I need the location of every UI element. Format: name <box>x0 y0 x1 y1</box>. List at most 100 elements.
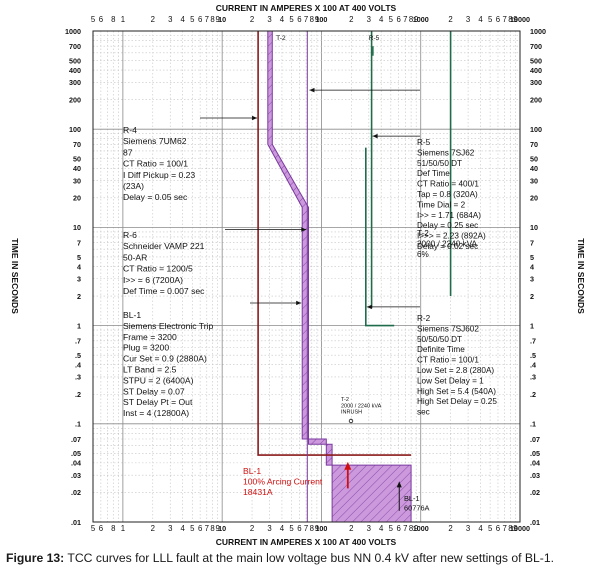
r6-annotation-line: Def Time = 0.007 sec <box>123 286 205 296</box>
x-ticks: 5566881122334455667788991010223344556677… <box>91 15 530 533</box>
y-tick-label-right: 40 <box>530 164 538 173</box>
x-tick-label-top: 2 <box>349 15 353 24</box>
r6-annotation-line: I>> = 6 (7200A) <box>123 275 183 285</box>
x-tick-label-top: 5 <box>488 15 493 24</box>
x-tick-label-bottom: 6 <box>496 524 500 533</box>
x-tick-label-top: 9 <box>513 15 517 24</box>
x-tick-label-bottom: 9 <box>513 524 517 533</box>
x-tick-label-top: 5 <box>389 15 394 24</box>
y-tick-label-right: 70 <box>530 140 538 149</box>
y-axis-title-right: TIME IN SECONDS <box>576 238 586 314</box>
y-tick-label-left: 3 <box>77 275 81 284</box>
x-tick-label-bottom: 6 <box>198 524 202 533</box>
x-tick-label-top: 7 <box>502 15 506 24</box>
y-tick-label-right: 50 <box>530 155 538 164</box>
y-tick-label-left: 40 <box>73 164 81 173</box>
x-tick-label-top: 1000 <box>413 15 429 24</box>
y-tick-label-left: 50 <box>73 155 81 164</box>
x-tick-label-top: 8 <box>210 15 214 24</box>
inrush-point-marker <box>348 418 354 424</box>
x-tick-label-top: 100 <box>315 15 327 24</box>
bl1-annotation-line: LT Band = 2.5 <box>123 365 177 375</box>
y-tick-label-right: 4 <box>530 262 534 271</box>
x-tick-label-bottom: 9 <box>215 524 219 533</box>
x-tick-label-bottom: 6 <box>397 524 401 533</box>
y-tick-label-right: 1 <box>530 321 534 330</box>
x-tick-label-top: 6 <box>397 15 401 24</box>
r2-annotation-line: Low Set Delay = 1 <box>417 376 484 385</box>
r2-annotation-line: Siemens 7SJ602 <box>417 324 479 333</box>
curves <box>200 30 452 523</box>
y-tick-label-right: 500 <box>530 56 542 65</box>
curve-tag-t2: T-2 <box>276 35 286 42</box>
y-tick-label-right: 10 <box>530 223 538 232</box>
tcc-chart: 5566881122334455667788991010223344556677… <box>10 3 586 547</box>
y-tick-label-right: .04 <box>530 459 540 468</box>
y-tick-label-left: .5 <box>75 351 81 360</box>
r2-annotation-line: CT Ratio = 100/1 <box>417 356 479 365</box>
y-tick-label-left: .02 <box>71 488 81 497</box>
r2-annotation-line: 50/50/50 DT <box>417 335 462 344</box>
y-tick-label-right: .03 <box>530 471 540 480</box>
y-tick-label-right: 7 <box>530 238 534 247</box>
y-tick-label-right: 20 <box>530 194 538 203</box>
r5-annotation-line: 51/50/50 DT <box>417 159 462 168</box>
bl1-annotation-line: ST Delay = 0.07 <box>123 386 185 396</box>
bl1-annotation-line: Inst = 4 (12800A) <box>123 408 189 418</box>
y-tick-label-left: .04 <box>71 459 81 468</box>
bl1-fault-annotation-line: BL-1 <box>404 494 420 503</box>
r2-annotation-line: Low Set = 2.8 (280A) <box>417 366 494 375</box>
y-tick-label-left: 2 <box>77 292 81 301</box>
x-tick-label-bottom: 2 <box>349 524 353 533</box>
x-tick-label-bottom: 2 <box>448 524 452 533</box>
x-tick-label-bottom: 7 <box>205 524 209 533</box>
y-tick-label-left: 700 <box>69 42 81 51</box>
x-tick-label-top: 6 <box>297 15 301 24</box>
r6-annotation-line: CT Ratio = 1200/5 <box>123 264 193 274</box>
r2-annotation-line: High Set Delay = 0.25 <box>417 397 497 406</box>
x-tick-label-top: 8 <box>508 15 512 24</box>
y-tick-label-left: .4 <box>75 360 81 369</box>
r4-annotation-line: R-4 <box>123 125 137 135</box>
r2-annotation-line: R-2 <box>417 314 431 323</box>
y-tick-label-left: .07 <box>71 435 81 444</box>
x-tick-label-bottom: 2 <box>250 524 254 533</box>
r5-annotation-line: R-5 <box>417 138 431 147</box>
y-tick-label-left: 20 <box>73 194 81 203</box>
y-tick-label-left: 300 <box>69 78 81 87</box>
x-tick-label-bottom: 8 <box>210 524 214 533</box>
x-tick-label-top: 7 <box>403 15 407 24</box>
x-tick-label-top: 6 <box>198 15 202 24</box>
r5-annotation-line: Siemens 7SJ62 <box>417 148 475 157</box>
x-tick-label-bottom: 5 <box>190 524 195 533</box>
y-tick-label-left: 200 <box>69 95 81 104</box>
bl1-annotation-line: Siemens Electronic Trip <box>123 321 213 331</box>
r5-annotation-line: Def Time <box>417 169 450 178</box>
x-axis-title-top: CURRENT IN AMPERES X 100 AT 400 VOLTS <box>216 3 397 13</box>
x-tick-label-top: 9 <box>315 15 319 24</box>
y-tick-label-left: 4 <box>77 262 81 271</box>
y-tick-label-right: 30 <box>530 176 538 185</box>
x-tick-label-bottom: 3 <box>168 524 172 533</box>
bl1-annotation-line: BL-1 <box>123 310 141 320</box>
y-tick-label-right: .05 <box>530 449 540 458</box>
x-tick-label-top: 10000 <box>510 15 530 24</box>
x-tick-label-bottom: 1000 <box>413 524 429 533</box>
x-tick-label-top: 10 <box>218 15 226 24</box>
bl1-annotation-line: ST Delay Pt = Out <box>123 397 193 407</box>
x-tick-label-bottom: 9 <box>315 524 319 533</box>
t2-inrush-annotation-line: 2000 / 2240 kVA <box>341 403 382 409</box>
x-tick-label-top: 9 <box>215 15 219 24</box>
leader-bl1-head <box>296 300 302 306</box>
x-tick-label-bottom: 100 <box>315 524 327 533</box>
r5-annotation-line: Delay = 0.02 sec <box>417 242 478 251</box>
x-tick-label-bottom: 8 <box>111 524 115 533</box>
fault-arrow-head <box>396 481 402 488</box>
y-tick-label-right: 3 <box>530 275 534 284</box>
x-tick-label-top: 9 <box>414 15 418 24</box>
y-tick-label-left: 30 <box>73 176 81 185</box>
x-tick-label-top: 4 <box>180 15 185 24</box>
x-tick-label-top: 6 <box>496 15 500 24</box>
r2-annotation-line: High Set = 5.4 (540A) <box>417 387 496 396</box>
